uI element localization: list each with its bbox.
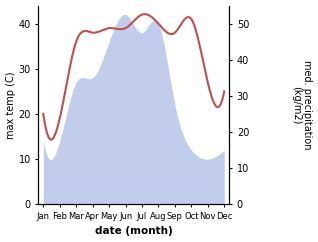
Y-axis label: max temp (C): max temp (C) <box>5 71 16 139</box>
X-axis label: date (month): date (month) <box>95 227 173 236</box>
Y-axis label: med. precipitation
(kg/m2): med. precipitation (kg/m2) <box>291 60 313 150</box>
